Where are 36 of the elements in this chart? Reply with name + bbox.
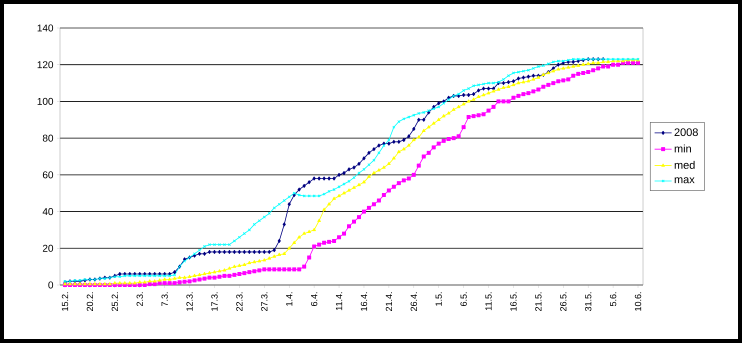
x-tick-label: 6.4.: [310, 292, 318, 306]
x-tick-label: 21.4.: [386, 292, 392, 312]
y-tick-label: 20: [42, 244, 54, 252]
x-tick-label: 26.4.: [410, 292, 417, 312]
legend-label: min: [674, 144, 691, 152]
x-tick-label: 22.3.: [236, 292, 243, 312]
x-tick-label: 11.4.: [336, 292, 342, 310]
y-tick-label: 100: [38, 98, 54, 105]
x-tick-label: 10.6.: [634, 292, 642, 311]
x-tick-label: 20.2.: [86, 292, 94, 312]
x-tick-label: 12.3.: [186, 292, 193, 311]
x-tick-label: 6.5.: [460, 292, 467, 306]
y-tick-label: 140: [38, 24, 54, 32]
x-tick-label: 26.5.: [560, 292, 566, 312]
x-tick-label: 7.3.: [161, 292, 168, 306]
legend-label: med: [674, 160, 695, 169]
y-tick-label: 80: [42, 134, 54, 142]
y-tick-label: 60: [42, 171, 54, 178]
x-tick-label: 5.6.: [610, 292, 616, 306]
x-tick-label: 27.3.: [261, 292, 268, 312]
x-tick-label: 25.2.: [112, 292, 118, 312]
x-tick-label: 1.4.: [286, 292, 292, 306]
x-tick-label: 11.5.: [485, 292, 492, 310]
y-tick-label: 0: [48, 281, 54, 289]
legend-label: max: [674, 177, 695, 184]
x-tick-label: 1.5.: [436, 292, 442, 306]
y-tick-label: 40: [42, 208, 54, 216]
x-tick-label: 16.4.: [360, 292, 368, 311]
y-tick-label: 120: [38, 61, 54, 68]
x-tick-label: 17.3.: [211, 292, 218, 311]
x-tick-label: 15.2.: [62, 292, 68, 311]
x-tick-label: 2.3.: [136, 292, 143, 306]
x-tick-label: 31.5.: [585, 292, 592, 312]
legend-label: 2008: [674, 128, 698, 136]
x-tick-label: 16.5.: [510, 292, 517, 311]
x-tick-label: 21.5.: [535, 292, 542, 312]
